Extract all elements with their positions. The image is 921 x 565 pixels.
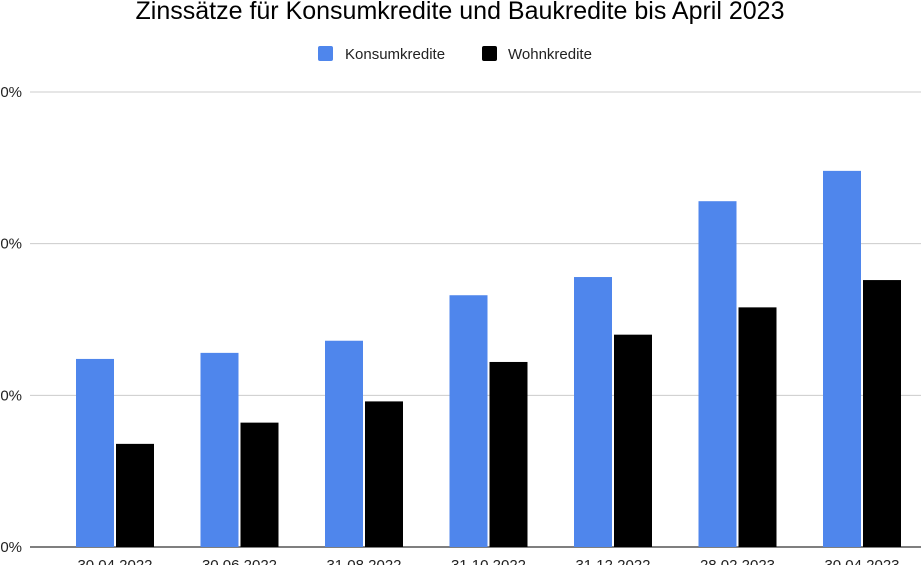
bar-konsumkredite	[574, 277, 612, 547]
bar-wohnkredite	[240, 422, 279, 547]
x-tick-label: 31.10.2022	[451, 557, 526, 565]
y-axis-ticks: 0% 0% 0% 0%	[0, 84, 22, 556]
legend-swatch-wohnkredite	[482, 46, 497, 61]
y-tick-label: 0%	[0, 236, 22, 253]
bar-wohnkredite	[738, 307, 777, 547]
x-tick-label: 30.04.2023	[824, 557, 899, 565]
y-tick-label: 0%	[0, 387, 22, 404]
x-tick-label: 30.04.2022	[77, 557, 152, 565]
y-tick-label: 0%	[0, 84, 22, 101]
x-tick-label: 31.12.2022	[575, 557, 650, 565]
legend-label-konsumkredite: Konsumkredite	[345, 46, 445, 63]
bar-wohnkredite	[365, 401, 403, 547]
bar-wohnkredite	[863, 280, 901, 547]
x-tick-label: 30.06.2022	[202, 557, 277, 565]
bar-konsumkredite	[76, 358, 114, 547]
x-axis-ticks: 30.04.2022 30.06.2022 31.08.2022 31.10.2022…	[77, 557, 899, 565]
bar-wohnkredite	[116, 443, 154, 547]
bar-konsumkredite	[698, 201, 737, 547]
x-tick-label: 28.02.2023	[700, 557, 775, 565]
bar-konsumkredite	[823, 170, 861, 547]
bar-wohnkredite	[489, 361, 528, 547]
bar-konsumkredite	[325, 340, 363, 547]
x-tick-label: 31.08.2022	[326, 557, 401, 565]
legend: Konsumkredite Wohnkredite	[318, 46, 592, 63]
legend-swatch-konsumkredite	[318, 46, 333, 61]
bars	[76, 170, 901, 547]
legend-label-wohnkredite: Wohnkredite	[508, 46, 592, 63]
y-tick-label: 0%	[0, 539, 22, 556]
bar-konsumkredite	[200, 352, 239, 547]
bar-wohnkredite	[614, 334, 652, 547]
chart-title: Zinssätze für Konsumkredite und Baukredi…	[136, 0, 785, 25]
bar-konsumkredite	[449, 295, 488, 547]
